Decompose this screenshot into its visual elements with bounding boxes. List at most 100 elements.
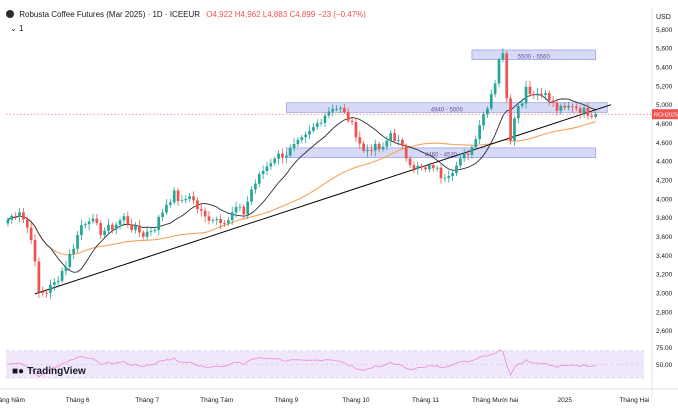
candle-body [10, 215, 14, 220]
candle-body [296, 139, 300, 145]
candle-body [586, 107, 590, 116]
candle-body [509, 98, 512, 141]
candle-body [246, 201, 250, 215]
x-tick-label: Tháng 11 [412, 397, 439, 404]
x-tick-label: Tháng 9 [274, 397, 298, 404]
candle-body [327, 111, 331, 116]
candle-body [462, 153, 466, 159]
candle-body [250, 189, 253, 202]
candle-body [439, 167, 443, 179]
candle-body [505, 53, 509, 99]
candle-body [578, 108, 582, 113]
trendline [34, 104, 612, 295]
candle-body [571, 105, 574, 107]
candle-body [493, 83, 497, 95]
candle-body [6, 219, 10, 224]
candle-body [435, 167, 439, 169]
candle-body [431, 165, 435, 169]
candle-body [563, 105, 567, 108]
candle-body [385, 140, 389, 147]
candle-body [203, 210, 207, 217]
y-tick-label: 3,600 [656, 234, 673, 241]
candle-body [516, 106, 520, 119]
collapse-chevron-icon[interactable]: ⌄ [10, 24, 17, 33]
x-tick-label: Tháng Tám [200, 397, 233, 404]
candle-body [196, 200, 199, 210]
candle-body [76, 235, 79, 249]
candle-body [215, 219, 219, 220]
candle-body [501, 53, 505, 60]
candle-body [45, 292, 48, 294]
candle-body [567, 105, 570, 108]
candle-body [451, 173, 454, 177]
candle-body [559, 105, 563, 111]
y-tick-label: 4,000 [656, 196, 673, 203]
candle-body [555, 102, 559, 111]
candle-body [234, 206, 238, 213]
candle-body [513, 118, 516, 141]
candle-body [319, 122, 323, 124]
candle-body [95, 218, 99, 224]
candle-body [594, 114, 598, 117]
candle-body [466, 153, 470, 155]
candle-body [211, 219, 215, 221]
candle-body [188, 196, 192, 200]
tradingview-logo[interactable]: ■● TradingView [12, 366, 86, 377]
candle-body [56, 280, 60, 283]
ohlc-readout: O4,922 H4,962 L4,883 C4,899 −23 (−0.47%) [206, 10, 366, 19]
candle-body [315, 123, 319, 128]
candle-body [22, 212, 25, 220]
y-tick-label: 3,400 [656, 253, 673, 260]
candle-body [528, 86, 532, 94]
chart-header: Robusta Coffee Futures (Mar 2025) · 1D ·… [6, 10, 366, 19]
candle-body [192, 196, 195, 201]
candle-body [478, 125, 482, 140]
candle-body [238, 206, 242, 208]
candle-body [230, 212, 234, 221]
price-zone [285, 102, 608, 113]
candle-body [165, 204, 168, 213]
price-zone [471, 49, 597, 61]
candle-body [269, 163, 273, 167]
tradingview-mark-icon: ■● [12, 366, 25, 377]
candle-body [412, 165, 416, 169]
candle-body [497, 59, 501, 84]
candle-body [346, 112, 350, 121]
x-tick-label: Tháng 7 [135, 397, 159, 404]
candle-body [254, 183, 257, 190]
candle-body [223, 223, 226, 224]
candle-body [292, 144, 296, 149]
candle-body [68, 253, 72, 267]
candle-body [300, 137, 304, 140]
candle-body [358, 137, 362, 144]
candle-body [126, 216, 130, 225]
y-tick-label: 3,800 [656, 215, 673, 222]
x-tick-label: Tháng Mười hai [472, 397, 518, 404]
candle-body [551, 100, 555, 103]
candle-body [145, 231, 149, 237]
y-tick-label: 2,600 [656, 328, 673, 335]
candle-body [83, 224, 87, 226]
candle-body [242, 206, 246, 215]
candle-body [91, 218, 95, 222]
candle-body [273, 158, 277, 164]
zone-label: 4940 - 5000 [431, 107, 464, 113]
candle-body [110, 224, 114, 230]
indicator-label[interactable]: ⌄ 1 [10, 24, 23, 33]
candle-body [103, 230, 106, 235]
brand-name: TradingView [27, 366, 86, 377]
candle-body [447, 176, 451, 178]
candle-body [342, 107, 346, 113]
candle-body [122, 216, 126, 221]
candle-body [118, 220, 122, 225]
candle-body [428, 165, 431, 170]
indicator-count: 1 [18, 24, 24, 33]
candle-body [72, 248, 76, 254]
candle-body [149, 231, 153, 232]
candle-body [370, 149, 373, 151]
candle-body [226, 220, 230, 224]
y-tick-label: 5,200 [656, 83, 673, 90]
candle-body [130, 224, 134, 230]
candle-body [265, 166, 269, 172]
